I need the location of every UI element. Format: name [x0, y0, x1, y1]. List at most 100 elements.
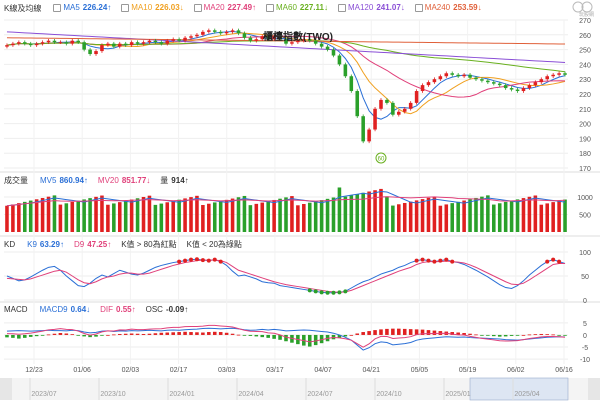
kd-green-dot [337, 290, 342, 295]
kd-red-dot [212, 257, 217, 262]
candle-body [319, 43, 324, 47]
osc-bar [183, 331, 187, 335]
kd-green-dot [307, 288, 312, 293]
volume-bar [52, 195, 57, 232]
candle-body [503, 85, 508, 89]
logo-text: 玩股網 [578, 12, 594, 18]
volume-bar [462, 200, 466, 232]
volume-bar [183, 198, 187, 232]
kd-red-dot [426, 258, 431, 263]
volume-value: 851.77↓ [121, 176, 151, 185]
price-tick-label: 190 [579, 136, 591, 143]
kd-red-dot [218, 259, 223, 264]
ma-value: 226.03↓ [155, 3, 184, 13]
macd-tick-label: 0 [583, 333, 587, 340]
kline-title: K線及均線 [4, 4, 42, 13]
candle-body [224, 31, 229, 34]
osc-bar [462, 333, 466, 335]
volume-bar [480, 196, 484, 232]
candle-body [313, 40, 318, 44]
osc-bar [432, 330, 437, 335]
volume-bar [426, 197, 431, 232]
volume-bar [343, 196, 348, 232]
volume-bar [325, 198, 330, 232]
candle-body [331, 49, 336, 56]
volume-bar [432, 196, 437, 232]
volume-bar [551, 202, 555, 232]
volume-bar [486, 195, 490, 232]
dif-line [6, 324, 566, 348]
osc-bar [123, 333, 128, 335]
osc-bar [100, 334, 104, 336]
osc-bar [236, 334, 241, 336]
candle-body [385, 99, 389, 103]
candle-body [82, 42, 86, 50]
volume-bar [521, 198, 526, 232]
candle-body [165, 40, 170, 44]
volume-bar [302, 204, 306, 232]
volume-bar [492, 204, 496, 232]
ma-label: MA240 [424, 3, 451, 13]
osc-bar [426, 330, 431, 335]
osc-bar [278, 334, 282, 340]
date-tick-label: 12/23 [25, 367, 43, 374]
volume-tick-label: 1000 [577, 195, 593, 202]
price-tick-label: 250 [579, 48, 591, 55]
volume-bar [278, 198, 282, 232]
ma-item-3[interactable]: MA60 227.11↓ [266, 3, 328, 12]
volume-bar [379, 188, 383, 232]
osc-bar [254, 334, 259, 337]
osc-bar [456, 332, 460, 335]
volume-bar [236, 197, 241, 232]
ma-item-0[interactable]: MA5 226.24↑ [53, 3, 111, 12]
candle-body [100, 45, 104, 52]
candle-body [94, 51, 98, 55]
kd-red-dot [432, 259, 437, 264]
candle-body [70, 40, 75, 44]
volume-value: 914↑ [171, 176, 189, 185]
checkbox-icon[interactable] [193, 3, 202, 12]
ma-item-1[interactable]: MA10 226.03↓ [121, 3, 184, 13]
date-tick-label: 02/17 [170, 367, 188, 374]
candle-body [64, 42, 69, 44]
candle-body [450, 73, 455, 75]
osc-bar [11, 334, 15, 338]
volume-bar [474, 197, 478, 232]
kd-green-dot [343, 289, 348, 294]
candle-body [551, 74, 555, 77]
navigator-scroll-left [0, 378, 12, 400]
candle-body [527, 85, 532, 89]
date-tick-label: 01/06 [73, 367, 91, 374]
ma-label: MA120 [347, 3, 374, 13]
navigator-tick-label: 2024/01 [169, 391, 194, 398]
volume-bar [509, 200, 514, 232]
checkbox-icon[interactable] [121, 3, 130, 12]
candle-body [201, 31, 205, 35]
kd-red-dot [450, 259, 455, 264]
osc-bar [159, 332, 164, 335]
candle-body [212, 30, 217, 32]
volume-bar [444, 204, 449, 232]
candle-body [11, 43, 15, 46]
volume-label: 量 [160, 176, 169, 185]
osc-bar [337, 334, 342, 338]
checkbox-icon[interactable] [266, 3, 275, 12]
ma-item-4[interactable]: MA120 241.07↓ [337, 3, 405, 13]
osc-bar [28, 334, 33, 337]
checkbox-icon[interactable] [337, 3, 346, 12]
volume-bar [456, 201, 460, 232]
candle-body [135, 42, 140, 44]
candle-body [515, 89, 520, 92]
checkbox-icon[interactable] [414, 3, 423, 12]
ma-item-2[interactable]: MA20 227.49↑ [193, 3, 256, 12]
osc-bar [40, 334, 45, 336]
volume-bar [224, 199, 229, 232]
candle-body [367, 129, 371, 142]
date-tick-label: 02/03 [122, 367, 140, 374]
volume-bar [112, 203, 116, 232]
checkbox-icon[interactable] [53, 3, 62, 12]
kd-red-dot [177, 259, 182, 264]
volume-bar [147, 195, 152, 232]
ma-item-5[interactable]: MA240 253.59↓ [414, 3, 482, 13]
osc-bar [545, 334, 550, 336]
